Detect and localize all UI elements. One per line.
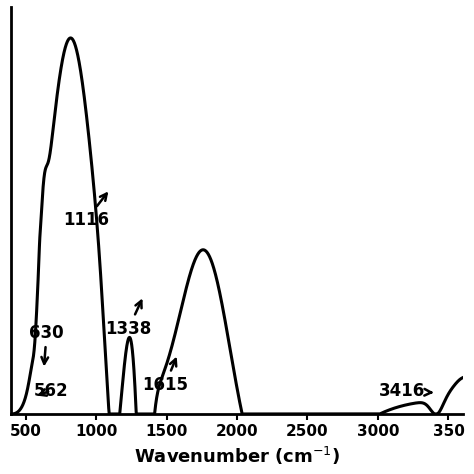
X-axis label: Wavenumber (cm$^{-1}$): Wavenumber (cm$^{-1}$)	[134, 445, 340, 467]
Text: 1338: 1338	[105, 301, 152, 337]
Text: 1116: 1116	[63, 193, 109, 229]
Text: 562: 562	[34, 382, 68, 400]
Text: 630: 630	[29, 324, 64, 364]
Text: 3416: 3416	[379, 383, 432, 401]
Text: 1615: 1615	[142, 359, 188, 394]
